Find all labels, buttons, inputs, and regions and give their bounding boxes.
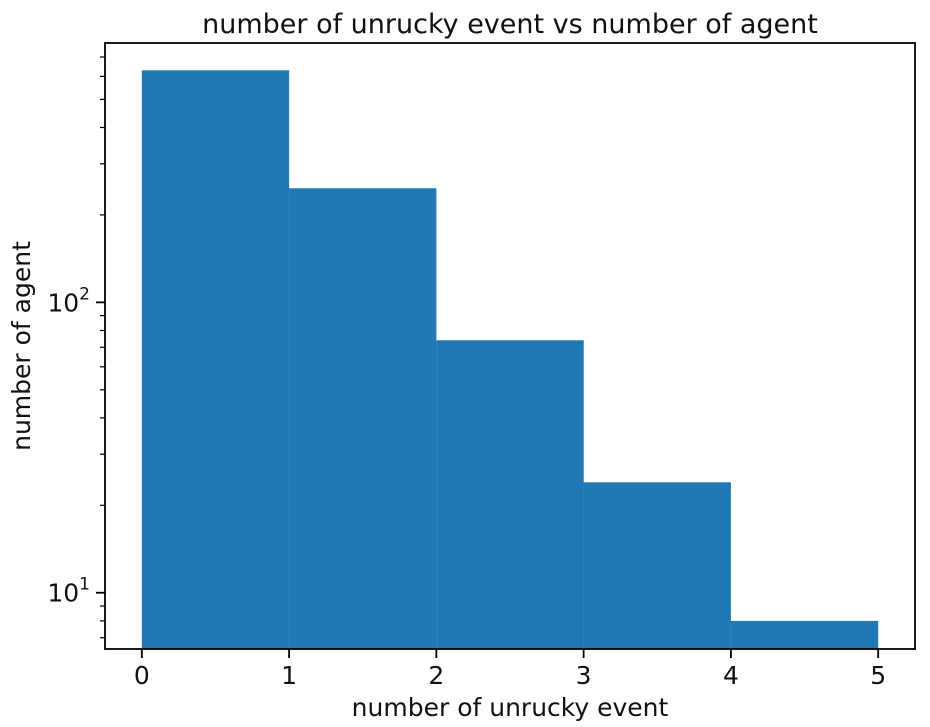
y-axis-label: number of agent	[7, 241, 36, 451]
x-axis-label: number of unrucky event	[352, 693, 669, 722]
x-tick-label: 4	[723, 661, 739, 690]
y-tick-label: 102	[47, 284, 90, 317]
histogram-bar-1-2	[289, 188, 437, 650]
histogram-bar-3-4	[583, 482, 731, 649]
plot-frame	[104, 42, 916, 650]
histogram-bar-2-3	[436, 340, 584, 649]
y-tick-label: 101	[47, 575, 90, 608]
x-tick-label: 3	[576, 661, 592, 690]
ticks-group: 0 1 2 3 4 5 101 102	[47, 56, 886, 690]
histogram-bar-0-1	[141, 70, 290, 650]
bars-group	[141, 70, 879, 650]
x-tick-label: 0	[134, 661, 150, 690]
histogram-bar-4-5	[730, 620, 879, 649]
x-tick-label: 1	[281, 661, 297, 690]
x-tick-label: 2	[428, 661, 444, 690]
chart-title: number of unrucky event vs number of age…	[202, 9, 818, 40]
x-tick-label: 5	[870, 661, 886, 690]
